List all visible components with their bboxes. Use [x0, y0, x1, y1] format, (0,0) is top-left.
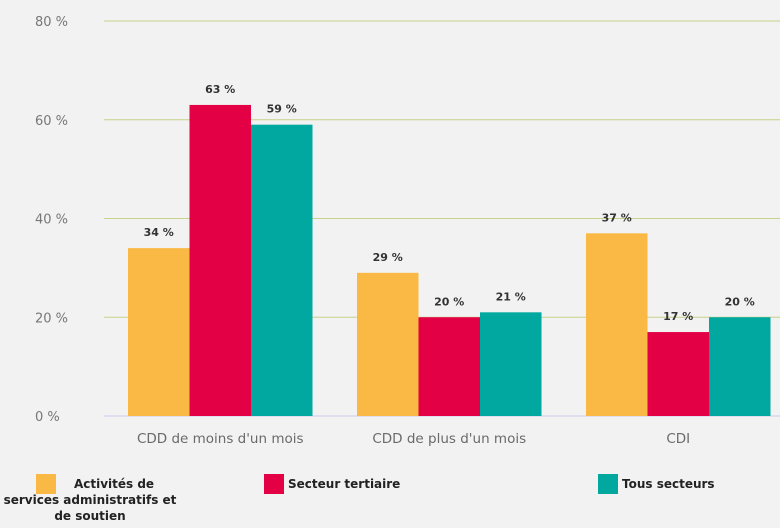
legend: Activités de services administratifs et … [0, 474, 780, 528]
data-label: 21 % [496, 290, 526, 303]
data-label: 17 % [663, 310, 693, 323]
bar [189, 104, 251, 416]
y-tick-label: 40 % [35, 213, 68, 228]
legend-label-secteur-tertiaire: Secteur tertiaire [288, 477, 401, 491]
data-label: 20 % [434, 295, 464, 308]
legend-item-secteur-tertiaire: Secteur tertiaire [264, 474, 400, 494]
bar [251, 124, 313, 416]
bar [128, 248, 190, 416]
bar [647, 332, 709, 416]
y-tick-label: 0 % [35, 410, 60, 425]
data-label: 37 % [602, 211, 632, 224]
data-label: 59 % [267, 103, 297, 116]
data-label: 29 % [373, 251, 403, 264]
bar-chart: 0 % 20 % 40 % 60 % 80 % 34 % 63 % 59 % 29 % 20 %… [35, 15, 780, 447]
bar [586, 233, 648, 416]
legend-swatch-tous-secteurs [598, 474, 618, 494]
data-labels: 34 % 63 % 59 % 29 % 20 % 21 % 37 % 17 % 20 % [144, 83, 755, 323]
x-axis-category-labels: CDD de moins d'un mois CDD de plus d'un m… [137, 431, 690, 447]
y-tick-label: 20 % [35, 311, 68, 326]
data-label: 34 % [144, 226, 174, 239]
legend-swatch-secteur-tertiaire [264, 474, 284, 494]
bar [480, 312, 542, 416]
y-axis-tick-labels: 0 % 20 % 40 % 60 % 80 % [35, 15, 68, 425]
data-label: 20 % [725, 295, 755, 308]
category-label: CDI [666, 431, 690, 447]
bar [357, 272, 419, 416]
legend-label-activites: Activités de services administratifs et … [3, 477, 177, 523]
legend-label-tous-secteurs: Tous secteurs [622, 477, 715, 491]
bar [709, 317, 771, 416]
bars [128, 104, 771, 416]
legend-item-tous-secteurs: Tous secteurs [598, 474, 715, 494]
y-tick-label: 60 % [35, 114, 68, 129]
category-label: CDD de moins d'un mois [137, 431, 304, 447]
y-tick-label: 80 % [35, 15, 68, 30]
legend-swatch-activites [36, 474, 56, 494]
data-label: 63 % [205, 83, 235, 96]
bar [418, 317, 480, 416]
category-label: CDD de plus d'un mois [372, 431, 526, 447]
